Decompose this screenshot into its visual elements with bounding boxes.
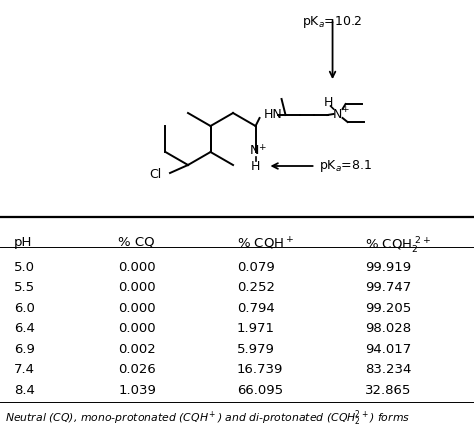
Text: % CQH$_2^{\ 2+}$: % CQH$_2^{\ 2+}$: [365, 236, 431, 256]
Text: H: H: [251, 160, 260, 172]
Text: 0.252: 0.252: [237, 281, 275, 294]
Text: Neutral (CQ), mono-protonated (CQH$^+$) and di-protonated (CQH$_2^{2+}$) forms: Neutral (CQ), mono-protonated (CQH$^+$) …: [5, 408, 410, 428]
Text: 6.9: 6.9: [14, 343, 35, 356]
Text: 94.017: 94.017: [365, 343, 411, 356]
Text: +: +: [258, 142, 265, 151]
Text: 0.000: 0.000: [118, 302, 156, 315]
Text: 0.000: 0.000: [118, 261, 156, 274]
Text: 99.919: 99.919: [365, 261, 411, 274]
Text: 99.747: 99.747: [365, 281, 411, 294]
Text: 5.0: 5.0: [14, 261, 35, 274]
Text: 0.794: 0.794: [237, 302, 275, 315]
Text: pK$_a$=8.1: pK$_a$=8.1: [319, 158, 372, 174]
Text: 32.865: 32.865: [365, 384, 411, 397]
Text: 0.000: 0.000: [118, 281, 156, 294]
Text: H: H: [324, 95, 333, 108]
Text: 0.000: 0.000: [118, 322, 156, 335]
Text: +: +: [341, 105, 348, 114]
Text: 7.4: 7.4: [14, 363, 35, 376]
Text: 0.002: 0.002: [118, 343, 156, 356]
Text: 1.971: 1.971: [237, 322, 275, 335]
Text: N: N: [333, 108, 342, 121]
Text: 83.234: 83.234: [365, 363, 411, 376]
Text: pK$_a$=10.2: pK$_a$=10.2: [302, 14, 363, 30]
Text: pH: pH: [14, 236, 33, 249]
Text: 98.028: 98.028: [365, 322, 411, 335]
Text: 1.039: 1.039: [118, 384, 156, 397]
Text: 6.4: 6.4: [14, 322, 35, 335]
Text: N: N: [250, 145, 259, 158]
Text: 6.0: 6.0: [14, 302, 35, 315]
Text: 66.095: 66.095: [237, 384, 283, 397]
Text: Cl: Cl: [150, 168, 162, 181]
Text: % CQH$^+$: % CQH$^+$: [237, 236, 294, 252]
Text: % CQ: % CQ: [118, 236, 155, 249]
Text: 0.026: 0.026: [118, 363, 156, 376]
Text: 5.5: 5.5: [14, 281, 36, 294]
Text: 99.205: 99.205: [365, 302, 411, 315]
Text: 0.079: 0.079: [237, 261, 275, 274]
Text: 5.979: 5.979: [237, 343, 275, 356]
Text: HN: HN: [264, 108, 283, 122]
Text: 16.739: 16.739: [237, 363, 283, 376]
Text: 8.4: 8.4: [14, 384, 35, 397]
